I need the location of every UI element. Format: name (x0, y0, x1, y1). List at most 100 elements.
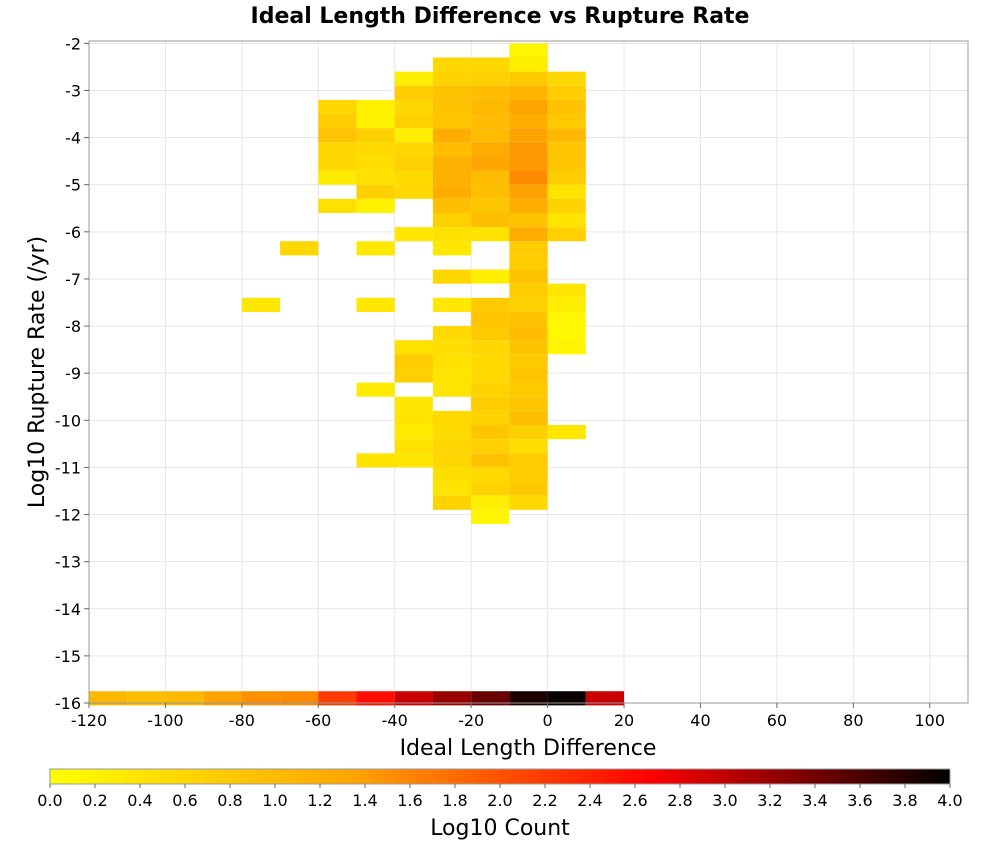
heatmap-cell (356, 156, 395, 171)
colorbar-tick-label: 2.8 (667, 791, 692, 810)
heatmap-cell (547, 425, 586, 440)
heatmap-cell (471, 410, 510, 426)
y-tick-label: -4 (65, 129, 81, 148)
heatmap-cell (471, 114, 510, 129)
y-tick-label: -7 (65, 270, 81, 289)
x-tick-label: -100 (147, 711, 183, 730)
x-tick-label: 0 (543, 711, 553, 730)
x-tick-label: 60 (767, 711, 787, 730)
heatmap-cell (547, 311, 586, 327)
x-tick-label: 20 (614, 711, 634, 730)
heatmap-cell (471, 311, 510, 327)
colorbar-tick-label: 1.8 (442, 791, 467, 810)
y-tick-label: -6 (65, 223, 81, 242)
heatmap-cell (432, 467, 472, 482)
heatmap-cell (432, 382, 472, 397)
y-tick-label: -8 (65, 317, 81, 336)
heatmap-cell (471, 368, 510, 383)
heatmap-cell (356, 170, 395, 185)
heatmap-cell (394, 71, 433, 86)
heatmap-cell (471, 453, 510, 468)
heatmap-cell (394, 410, 433, 426)
plot-frame (88, 40, 969, 704)
heatmap-cell (509, 184, 548, 199)
heatmap-cell (547, 326, 586, 341)
heatmap-cell (318, 691, 357, 706)
x-tick-label: -40 (382, 711, 408, 730)
heatmap-cell (318, 170, 357, 185)
heatmap-cell (203, 691, 242, 706)
heatmap-cell (432, 368, 472, 383)
colorbar (49, 768, 951, 785)
x-tick-label: -20 (458, 711, 484, 730)
heatmap-cell (471, 495, 510, 510)
y-tick-label: -14 (55, 600, 81, 619)
colorbar-tick-label: 0.6 (172, 791, 197, 810)
colorbar-label: Log10 Count (430, 816, 570, 841)
heatmap-cell (471, 212, 510, 228)
heatmap-cell (509, 269, 548, 284)
heatmap-cell (509, 85, 548, 100)
heatmap-cell (356, 114, 395, 129)
heatmap-cell (509, 481, 548, 496)
heatmap-cell (509, 43, 548, 58)
heatmap-cell (241, 691, 281, 706)
heatmap-cell (509, 71, 548, 86)
heatmap-cell (394, 425, 433, 440)
heatmap-cell (509, 241, 548, 256)
heatmap-cell (432, 481, 472, 496)
chart-title: Ideal Length Difference vs Rupture Rate (251, 4, 750, 29)
heatmap-cell (509, 212, 548, 228)
heatmap-cell (356, 297, 395, 312)
heatmap-cell (471, 396, 510, 411)
heatmap-cell (509, 128, 548, 143)
colorbar-tick-label: 3.6 (847, 791, 872, 810)
heatmap-cell (432, 128, 472, 143)
heatmap-cell (394, 368, 433, 383)
heatmap-cell (165, 691, 204, 706)
colorbar-tick-label: 2.6 (622, 791, 647, 810)
heatmap-cell (432, 354, 472, 369)
colorbar-tick-label: 3.0 (712, 791, 737, 810)
colorbar-tick-label: 0.0 (37, 791, 62, 810)
heatmap-cell (432, 57, 472, 72)
heatmap-cell (509, 354, 548, 369)
heatmap-cell (509, 170, 548, 185)
y-tick-label: -16 (55, 694, 81, 713)
heatmap-cell (471, 509, 510, 524)
heatmap-cell (432, 99, 472, 115)
heatmap-cell (471, 184, 510, 199)
heatmap-cell (356, 382, 395, 397)
heatmap-cell (356, 99, 395, 115)
heatmap-cell (509, 495, 548, 510)
colorbar-tick-label: 1.4 (352, 791, 377, 810)
heatmap-cell (432, 425, 472, 440)
heatmap-cell (318, 114, 357, 129)
heatmap-cell (356, 142, 395, 157)
heatmap-cell (471, 467, 510, 482)
heatmap-cell (432, 453, 472, 468)
heatmap-cell (471, 227, 510, 242)
heatmap-cell (356, 128, 395, 143)
x-axis-ticks: -120 -100 -80 -60 -40 -20 0 20 40 60 80 100 (71, 703, 945, 730)
heatmap-cell (471, 99, 510, 115)
heatmap-cell (509, 156, 548, 171)
heatmap-cell (471, 439, 510, 454)
heatmap-cell (471, 170, 510, 185)
y-tick-label: -15 (55, 647, 81, 666)
heatmap-cell (547, 340, 586, 355)
heatmap-cell (547, 283, 586, 298)
heatmap-cell (394, 354, 433, 369)
heatmap-cell (547, 85, 586, 100)
heatmap-cell (356, 184, 395, 199)
heatmap-cell (547, 128, 586, 143)
heatmap-cell (356, 198, 395, 213)
heatmap-cell (471, 57, 510, 72)
heatmap-cell (394, 128, 433, 143)
heatmap-cell (432, 691, 472, 706)
heatmap-cell (471, 382, 510, 397)
colorbar-tick-label: 2.2 (532, 791, 557, 810)
heatmap-cell (471, 481, 510, 496)
heatmap-cell (318, 142, 357, 157)
